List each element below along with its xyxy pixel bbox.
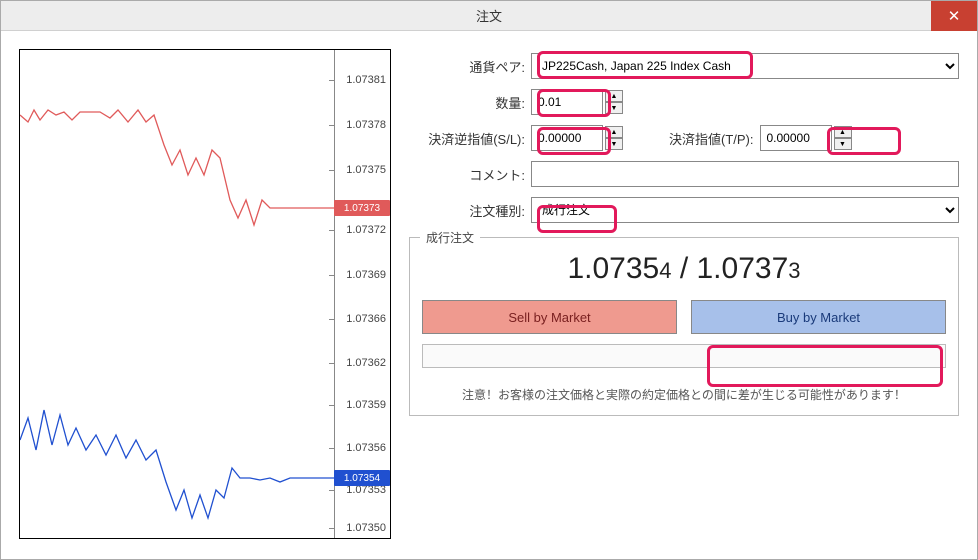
- progress-bar: [422, 344, 946, 368]
- type-row: 注文種別: 成行注文: [409, 197, 959, 223]
- volume-up-button[interactable]: ▲: [605, 90, 623, 102]
- ask-small: 3: [788, 258, 800, 283]
- chart-lines: [20, 50, 334, 538]
- y-tick-label: 1.07366: [346, 313, 386, 325]
- sl-spinner: ▲ ▼: [605, 126, 623, 150]
- sl-input[interactable]: [531, 125, 603, 151]
- order-window: 注文 ✕ 1.07381 1.07378 1.07375 1.07372 1.07369…: [0, 0, 978, 560]
- y-tick-label: 1.07356: [346, 442, 386, 454]
- bid-small: 4: [659, 258, 671, 283]
- sl-label: 決済逆指値(S/L):: [409, 129, 525, 148]
- volume-down-button[interactable]: ▼: [605, 102, 623, 114]
- warning-text: 注意！お客様の注文価格と実際の約定価格との間に差が生じる可能性があります！: [422, 386, 946, 403]
- market-section-title: 成行注文: [420, 229, 480, 246]
- tp-label: 決済指値(T/P):: [669, 129, 754, 148]
- comment-input[interactable]: [531, 161, 959, 187]
- market-buttons: Sell by Market Buy by Market: [422, 300, 946, 334]
- bid-big: 1.0735: [567, 252, 659, 285]
- y-tick-label: 1.07381: [346, 74, 386, 86]
- comment-label: コメント:: [409, 165, 525, 184]
- close-button[interactable]: ✕: [931, 1, 977, 31]
- tp-spinner: ▲ ▼: [834, 126, 852, 150]
- symbol-select[interactable]: JP225Cash, Japan 225 Index Cash: [531, 53, 959, 79]
- ask-big: 1.0737: [697, 252, 789, 285]
- volume-label: 数量:: [409, 93, 525, 112]
- symbol-row: 通貨ペア: JP225Cash, Japan 225 Index Cash: [409, 53, 959, 79]
- y-tick-label: 1.07362: [346, 357, 386, 369]
- y-tick-label: 1.07350: [346, 522, 386, 534]
- volume-input[interactable]: [531, 89, 603, 115]
- volume-spinner: ▲ ▼: [605, 90, 623, 114]
- sl-up-button[interactable]: ▲: [605, 126, 623, 138]
- price-quote: 1.07354 / 1.07373: [422, 252, 946, 286]
- sell-button[interactable]: Sell by Market: [422, 300, 677, 334]
- type-label: 注文種別:: [409, 201, 525, 220]
- y-tick-label: 1.07359: [346, 399, 386, 411]
- tp-up-button[interactable]: ▲: [834, 126, 852, 138]
- sl-down-button[interactable]: ▼: [605, 138, 623, 150]
- tp-input[interactable]: [760, 125, 832, 151]
- order-form: 通貨ペア: JP225Cash, Japan 225 Index Cash 数量…: [409, 49, 959, 549]
- bid-price-tag: 1.07354: [334, 470, 390, 486]
- price-chart: 1.07381 1.07378 1.07375 1.07372 1.07369 1.073…: [19, 49, 391, 539]
- market-section: 成行注文 1.07354 / 1.07373 Sell by Market Bu…: [409, 237, 959, 416]
- ask-price-tag: 1.07373: [334, 200, 390, 216]
- comment-row: コメント:: [409, 161, 959, 187]
- content-area: 1.07381 1.07378 1.07375 1.07372 1.07369 1.073…: [1, 31, 977, 559]
- titlebar: 注文 ✕: [1, 1, 977, 31]
- y-tick-label: 1.07378: [346, 119, 386, 131]
- sl-tp-row: 決済逆指値(S/L): ▲ ▼ 決済指値(T/P): ▲ ▼: [409, 125, 959, 151]
- tp-down-button[interactable]: ▼: [834, 138, 852, 150]
- y-tick-label: 1.07375: [346, 164, 386, 176]
- window-title: 注文: [476, 6, 502, 25]
- close-icon: ✕: [948, 7, 961, 25]
- symbol-label: 通貨ペア:: [409, 57, 525, 76]
- y-tick-label: 1.07369: [346, 269, 386, 281]
- quote-sep: /: [671, 252, 696, 285]
- volume-row: 数量: ▲ ▼: [409, 89, 959, 115]
- buy-button[interactable]: Buy by Market: [691, 300, 946, 334]
- chart-y-axis: 1.07381 1.07378 1.07375 1.07372 1.07369 1.073…: [334, 50, 390, 538]
- type-select[interactable]: 成行注文: [531, 197, 959, 223]
- y-tick-label: 1.07372: [346, 224, 386, 236]
